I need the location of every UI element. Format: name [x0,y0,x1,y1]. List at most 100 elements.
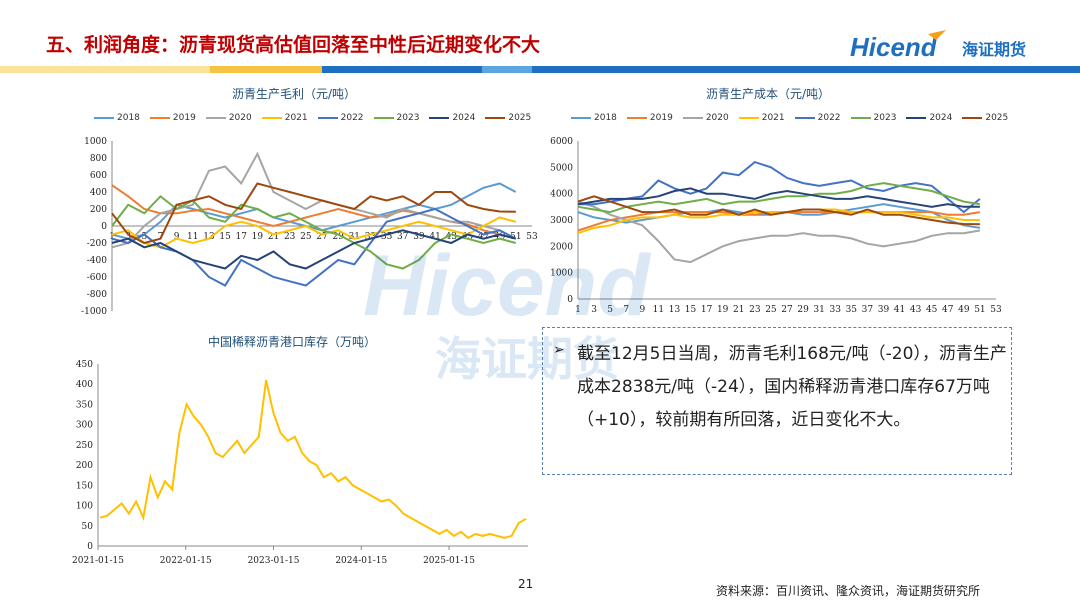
legend-label: 2020 [705,113,729,123]
header-bar-light-blue [482,66,532,73]
legend-item-2020: 2020 [682,113,729,123]
legend-swatch [571,117,591,119]
series-line-2018 [111,182,517,240]
y-tick-label: 0 [567,295,573,305]
x-tick-label: 47 [942,305,954,315]
legend-swatch [850,117,871,119]
x-tick-label: 47 [478,232,490,242]
source-note: 资料来源：百川资讯、隆众资讯，海证期货研究所 [716,584,981,598]
series-line-2024 [111,229,517,270]
y-tick-label: 350 [76,400,93,410]
page-number: 21 [518,577,534,591]
x-tick-label: 51 [974,305,985,315]
x-tick-label: 45 [462,232,474,242]
hicend-logo: Hicend 海证期货 [850,30,1026,62]
y-tick-label: -800 [87,290,107,300]
x-tick-label: 5 [607,305,613,315]
legend-swatch [906,117,927,119]
legend-item-2024: 2024 [429,113,475,123]
legend-swatch [149,117,170,119]
x-tick-label: 45 [926,305,938,315]
legend-label: 2019 [172,113,196,123]
x-tick-label: 3 [125,232,131,242]
x-tick-label: 13 [669,305,681,315]
y-tick-label: 200 [90,205,107,215]
legend-label: 2019 [649,113,673,123]
series-line-2022 [111,207,517,287]
y-tick-label: 3000 [550,216,573,226]
y-tick-label: 1000 [84,137,107,147]
legend-label: 2024 [452,113,476,123]
y-tick-label: 6000 [550,137,573,147]
x-tick-label: 49 [494,232,506,242]
x-tick-label: 1 [575,305,581,315]
chart-margin-title: 沥青生产毛利（元/吨） [232,87,357,101]
series-line-2024 [577,187,980,208]
legend-swatch [373,117,394,119]
chart-inventory-plot: 450 400 350 300 250 200 150 100 50 0 2021-01-15 202… [72,360,528,566]
x-tick-label: 23 [284,232,296,242]
legend-item-2019: 2019 [149,113,196,123]
y-tick-label: 150 [76,481,93,491]
x-tick-label: 29 [797,305,809,315]
legend-item-2022: 2022 [794,113,841,123]
series-line-2023 [111,194,517,270]
svg-text:Hicend: Hicend [850,32,938,62]
series-line-2021 [577,208,980,235]
y-tick-label: 600 [90,171,107,181]
series-line-2022 [578,160,981,214]
legend-swatch [794,117,815,119]
x-tick-label: 37 [862,305,874,315]
legend-label: 2025 [985,113,1009,123]
legend-item-2021: 2021 [738,113,785,123]
x-tick-label: 21 [268,232,279,242]
x-tick-label: 11 [653,305,664,315]
header-bar-blue-right [532,66,1080,73]
chart-inventory-title: 中国稀释沥青港口库存（万吨） [208,335,377,349]
y-tick-label: 50 [82,522,94,532]
y-tick-label: 2000 [550,242,573,252]
x-tick-label: 21 [733,305,744,315]
y-tick-label: -600 [87,273,107,283]
x-tick-label: 25 [300,232,312,242]
header-bar-yellow [210,66,322,73]
legend-swatch [626,117,647,119]
legend-swatch [317,117,338,119]
series-line-2025 [577,195,980,226]
x-tick-label: 31 [349,232,360,242]
summary-note-box: ➢ 截至12月5日当周，沥青毛利168元/吨（-20），沥青生产成本2838元/… [542,327,1012,475]
chart-margin-legend: 2018 2019 2020 2021 2022 2023 2024 2025 [94,113,531,123]
chart-cost-title: 沥青生产成本（元/吨） [706,87,831,101]
y-tick-label: 1000 [550,269,573,279]
legend-swatch [682,117,703,119]
x-tick-label: 39 [413,232,425,242]
legend-label: 2025 [508,113,532,123]
x-tick-label: 27 [781,305,793,315]
x-tick-label: 19 [717,305,729,315]
y-tick-label: 400 [76,380,93,390]
x-tick-label: 7 [623,305,629,315]
legend-swatch [205,117,226,119]
legend-item-2019: 2019 [626,113,673,123]
bullet-arrow-icon: ➢ [553,342,565,358]
x-tick-label: 2023-01-15 [248,556,300,566]
y-tick-label: 4000 [550,190,573,200]
legend-label: 2018 [594,113,617,123]
legend-label: 2023 [396,113,420,123]
x-tick-label: 17 [701,305,713,315]
legend-label: 2022 [817,113,841,123]
legend-label: 2018 [117,113,140,123]
y-tick-label: 100 [76,502,93,512]
y-tick-label: 0 [87,542,93,552]
x-tick-label: 41 [429,232,440,242]
legend-item-2022: 2022 [317,113,364,123]
x-tick-label: 15 [685,305,697,315]
x-tick-label: 9 [174,232,180,242]
legend-swatch [94,117,114,119]
x-tick-label: 37 [397,232,409,242]
header-bar-yellow-light [0,66,210,73]
chart-cost-legend: 2018 2019 2020 2021 2022 2023 2024 2025 [571,113,1008,123]
x-tick-label: 13 [203,232,215,242]
